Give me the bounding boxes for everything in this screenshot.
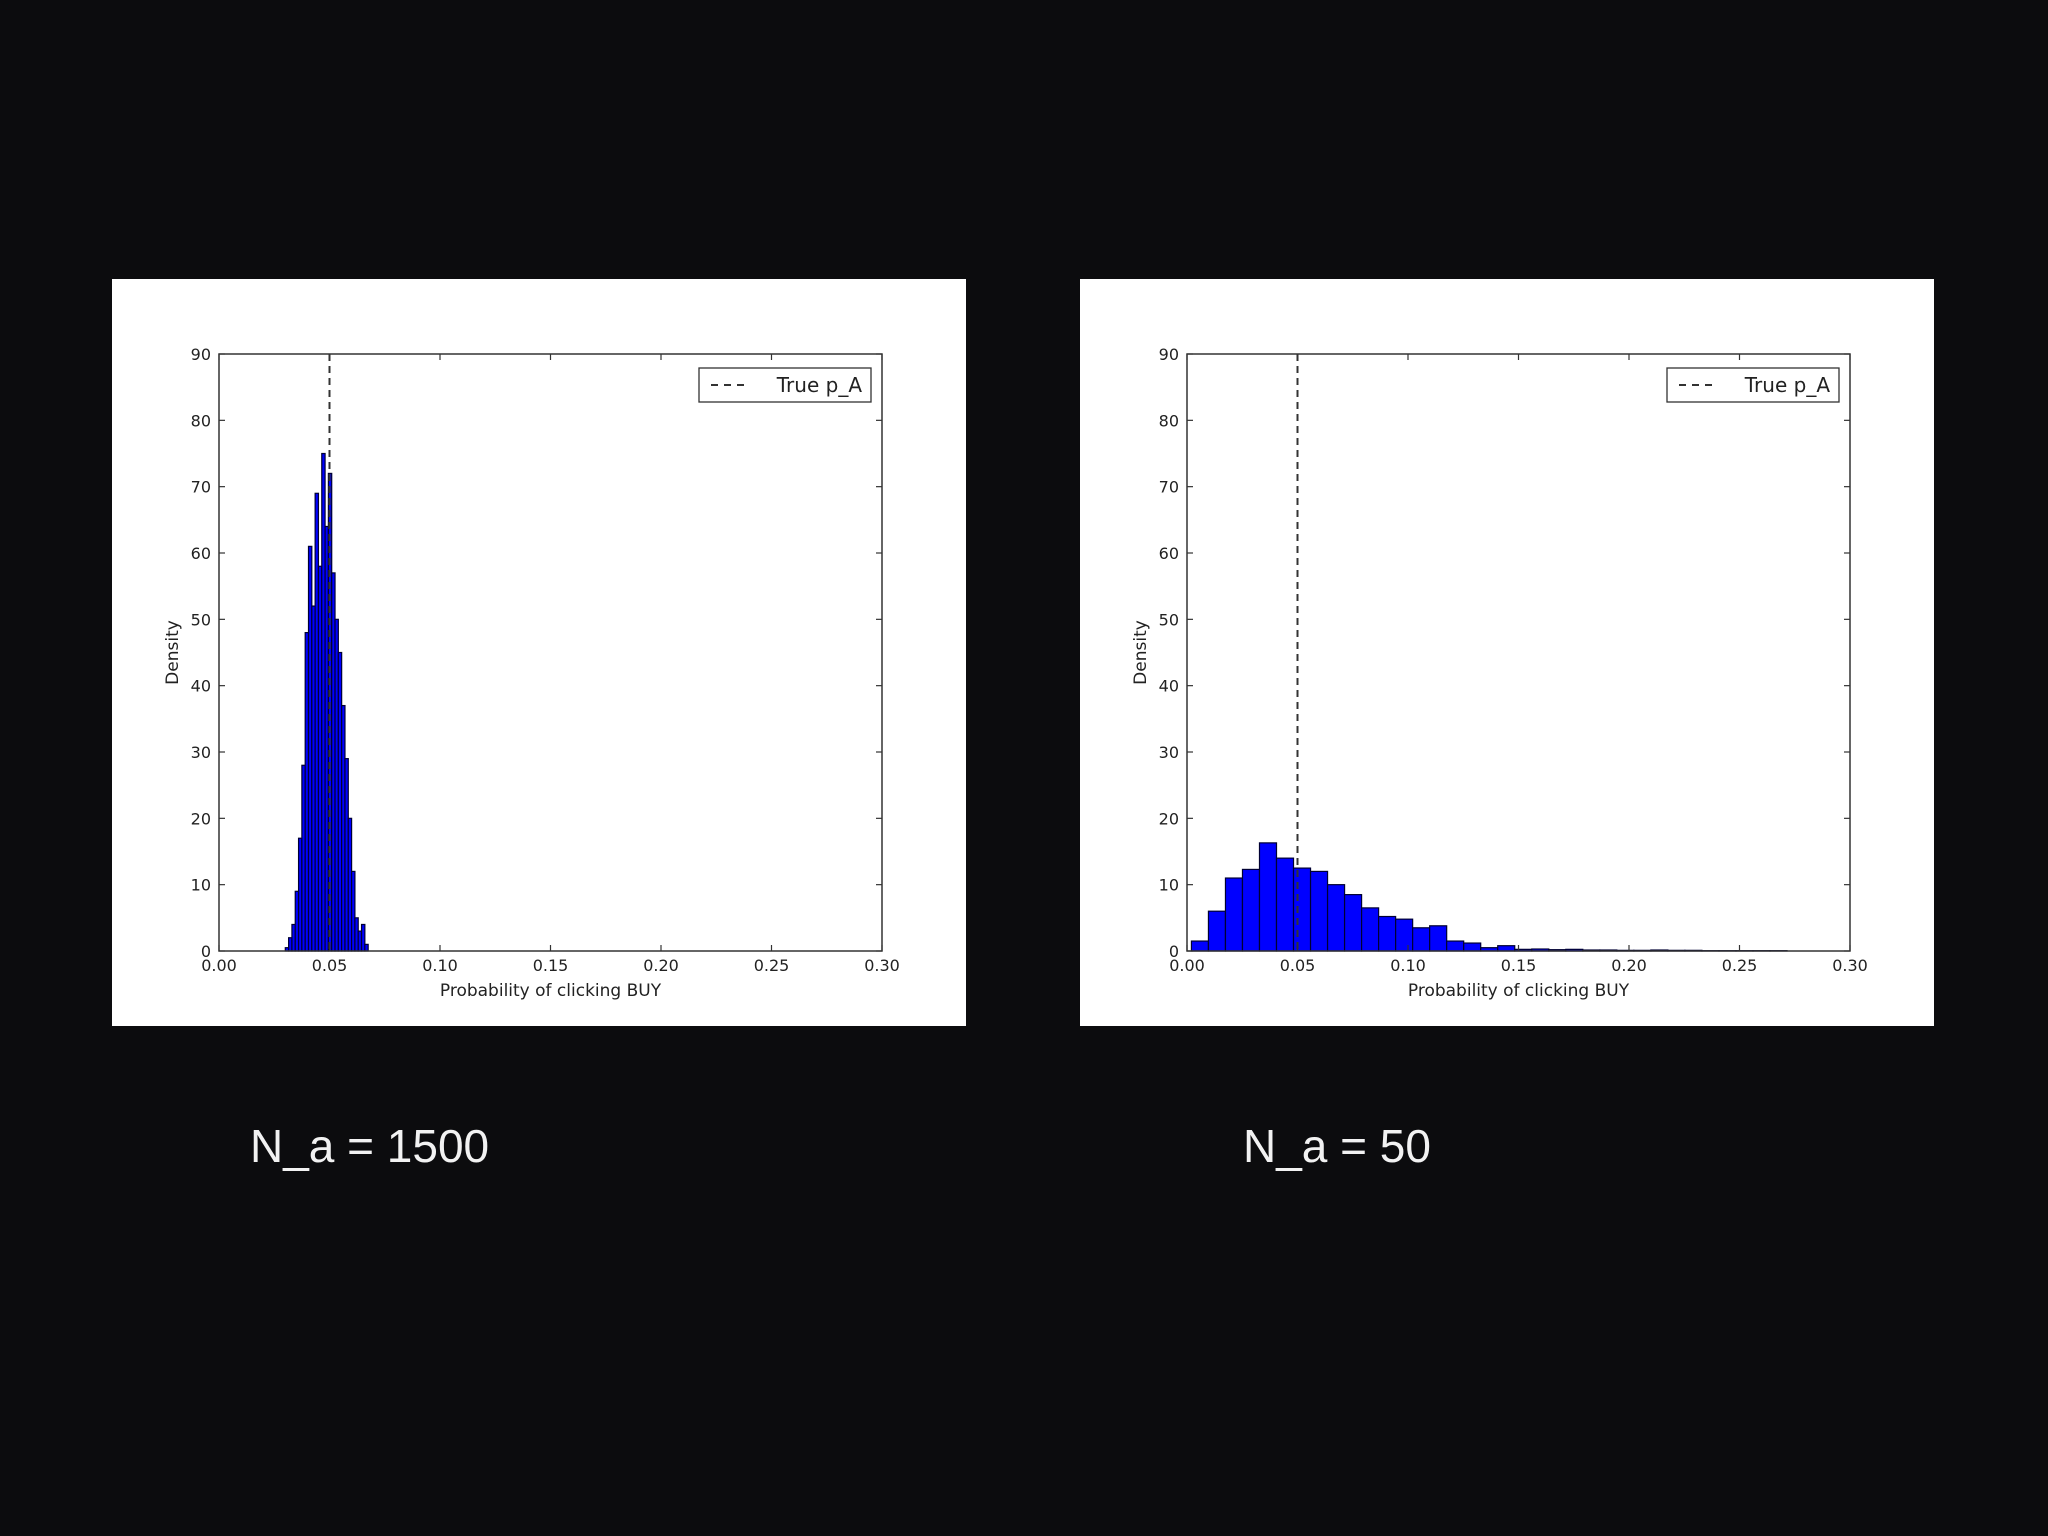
- x-tick-label: 0.30: [864, 956, 900, 975]
- y-tick-label: 70: [191, 478, 211, 497]
- y-tick-label: 10: [191, 876, 211, 895]
- y-tick-label: 40: [191, 677, 211, 696]
- histogram-bar: [1463, 942, 1482, 952]
- histogram-bars: [1190, 842, 1788, 952]
- y-tick-label: 0: [1169, 942, 1179, 961]
- y-tick-label: 60: [1159, 544, 1179, 563]
- histogram-bar: [1378, 915, 1397, 952]
- histogram-chart-left: 0.00 0.05 0.10 0.15 0.20 0.25 0.30 0 10 20 30 40 50 6…: [163, 345, 900, 1001]
- histogram-bar: [1258, 842, 1278, 952]
- y-tick-label: 80: [1159, 411, 1179, 430]
- x-tick-label: 0.25: [754, 956, 790, 975]
- x-tick-label: 0.00: [201, 956, 237, 975]
- chart-panel-left: 0.00 0.05 0.10 0.15 0.20 0.25 0.30 0 10 20 30 40 50 6…: [112, 279, 966, 1026]
- histogram-bars: [284, 452, 369, 952]
- histogram-bar: [1275, 857, 1295, 952]
- histogram-bar: [1446, 940, 1465, 952]
- x-tick-label: 0.15: [1501, 956, 1537, 975]
- histogram-bar: [1190, 940, 1210, 952]
- y-tick-label: 10: [1159, 876, 1179, 895]
- y-tick-label: 20: [191, 809, 211, 828]
- x-tick-label: 0.05: [312, 956, 348, 975]
- y-tick-label: 50: [191, 610, 211, 629]
- y-tick-label: 90: [1159, 345, 1179, 364]
- histogram-bar: [1497, 945, 1516, 952]
- x-tick-label: 0.20: [643, 956, 679, 975]
- histogram-bar: [1309, 870, 1329, 952]
- y-tick-label: 70: [1159, 478, 1179, 497]
- histogram-bar: [1412, 927, 1431, 952]
- histogram-bar: [1343, 894, 1363, 952]
- x-tick-label: 0.15: [533, 956, 569, 975]
- y-axis-label: Density: [163, 620, 183, 685]
- caption-n-a-50: N_a = 50: [1243, 1120, 1431, 1172]
- y-axis-label: Density: [1131, 620, 1151, 685]
- histogram-bar: [1326, 884, 1346, 952]
- legend: True p_A: [698, 367, 872, 403]
- y-tick-label: 30: [191, 743, 211, 762]
- x-tick-label: 0.30: [1832, 956, 1868, 975]
- x-tick-label: 0.05: [1280, 956, 1316, 975]
- y-tick-label: 60: [191, 544, 211, 563]
- histogram-chart-right: 0.00 0.05 0.10 0.15 0.20 0.25 0.30 0 10 20 30 40 50 6…: [1131, 345, 1868, 1001]
- caption-n-a-1500: N_a = 1500: [250, 1120, 490, 1172]
- x-axis: 0.00 0.05 0.10 0.15 0.20 0.25 0.30: [1169, 354, 1868, 975]
- histogram-bar: [364, 943, 369, 952]
- x-axis-label: Probability of clicking BUY: [440, 981, 662, 1001]
- legend-label: True p_A: [776, 373, 863, 397]
- histogram-bar: [1292, 867, 1312, 952]
- x-axis-label: Probability of clicking BUY: [1408, 981, 1630, 1001]
- histogram-bar: [1241, 868, 1261, 952]
- histogram-bar: [1395, 918, 1414, 952]
- y-tick-label: 90: [191, 345, 211, 364]
- y-tick-label: 80: [191, 411, 211, 430]
- y-axis: 0 10 20 30 40 50 60 70 80 90: [1159, 345, 1850, 961]
- x-tick-label: 0.25: [1722, 956, 1758, 975]
- y-tick-label: 20: [1159, 809, 1179, 828]
- legend: True p_A: [1666, 367, 1840, 403]
- y-tick-label: 0: [201, 942, 211, 961]
- x-tick-label: 0.20: [1611, 956, 1647, 975]
- y-axis: 0 10 20 30 40 50 60 70 80 90: [191, 345, 882, 961]
- chart-panel-right: 0.00 0.05 0.10 0.15 0.20 0.25 0.30 0 10 20 30 40 50 6…: [1080, 279, 1934, 1026]
- y-tick-label: 40: [1159, 677, 1179, 696]
- x-tick-label: 0.10: [1390, 956, 1426, 975]
- y-tick-label: 30: [1159, 743, 1179, 762]
- y-tick-label: 50: [1159, 610, 1179, 629]
- histogram-bar: [1207, 910, 1227, 952]
- histogram-bar: [1360, 907, 1380, 952]
- x-tick-label: 0.10: [422, 956, 458, 975]
- x-tick-label: 0.00: [1169, 956, 1205, 975]
- histogram-bar: [1224, 877, 1244, 952]
- histogram-bar: [1429, 925, 1448, 952]
- x-axis: 0.00 0.05 0.10 0.15 0.20 0.25 0.30: [201, 354, 900, 975]
- legend-label: True p_A: [1744, 373, 1831, 397]
